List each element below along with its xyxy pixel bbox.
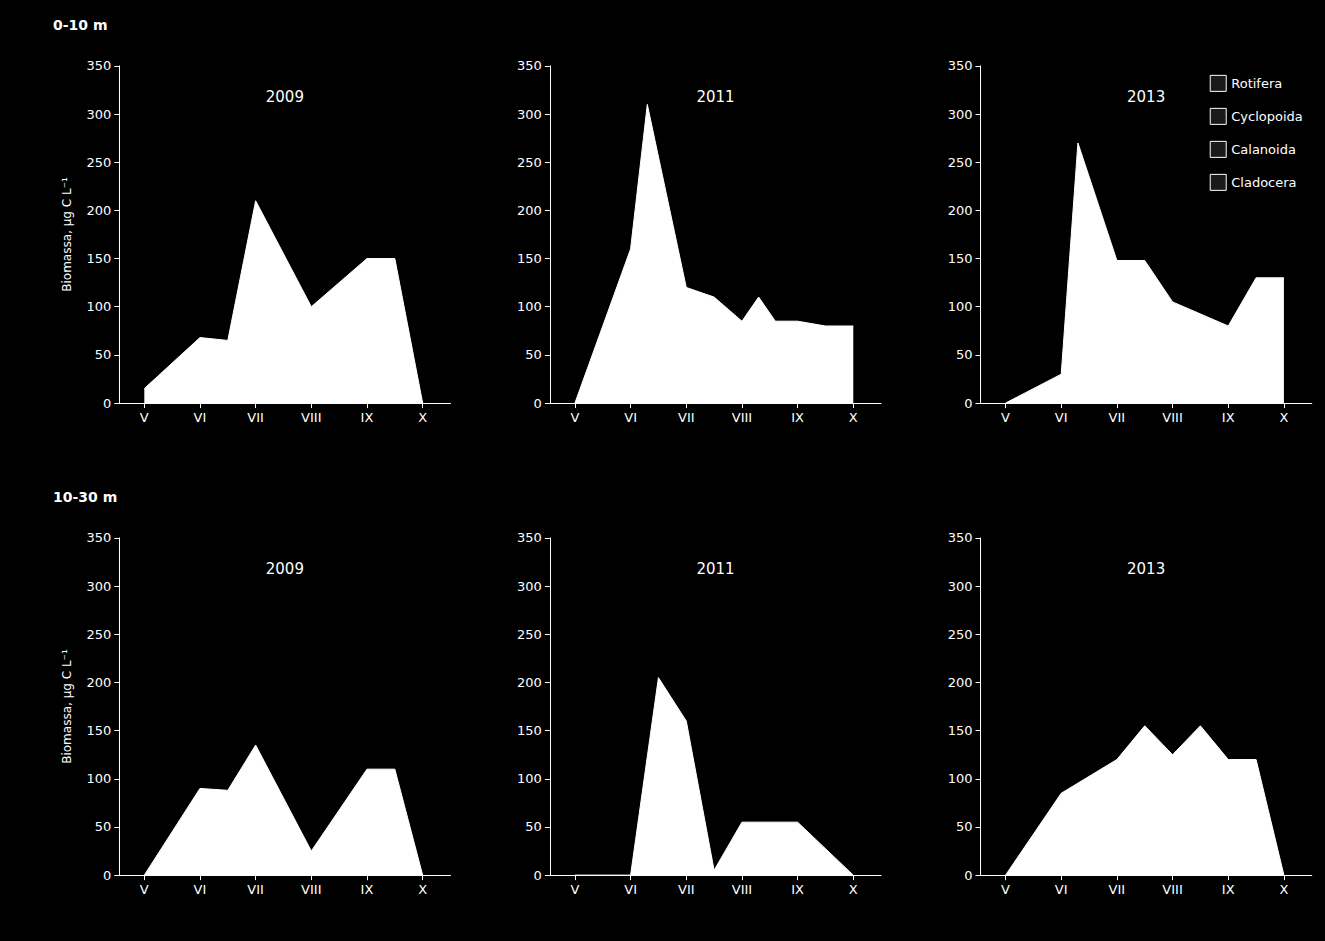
svg-text:150: 150 — [948, 251, 973, 266]
svg-text:0: 0 — [103, 396, 111, 411]
svg-text:250: 250 — [86, 155, 111, 170]
svg-text:2013: 2013 — [1127, 560, 1165, 578]
svg-text:250: 250 — [517, 155, 542, 170]
svg-text:V: V — [140, 410, 149, 425]
svg-text:0: 0 — [964, 868, 972, 883]
svg-text:0: 0 — [534, 396, 542, 411]
svg-text:200: 200 — [948, 675, 973, 690]
svg-text:150: 150 — [86, 723, 111, 738]
svg-text:100: 100 — [517, 771, 542, 786]
svg-text:V: V — [1001, 410, 1010, 425]
svg-text:300: 300 — [517, 579, 542, 594]
svg-text:250: 250 — [86, 627, 111, 642]
svg-text:V: V — [140, 882, 149, 897]
svg-text:VI: VI — [194, 410, 207, 425]
svg-text:IX: IX — [361, 410, 374, 425]
svg-text:Biomassa, µg C L⁻¹: Biomassa, µg C L⁻¹ — [60, 177, 74, 292]
svg-text:VII: VII — [1109, 410, 1126, 425]
svg-text:150: 150 — [86, 251, 111, 266]
svg-text:VIII: VIII — [1162, 882, 1182, 897]
svg-text:V: V — [570, 882, 579, 897]
svg-text:VI: VI — [624, 410, 637, 425]
svg-text:IX: IX — [361, 882, 374, 897]
svg-text:2009: 2009 — [266, 560, 304, 578]
svg-text:100: 100 — [86, 771, 111, 786]
svg-text:350: 350 — [517, 58, 542, 73]
svg-text:300: 300 — [948, 579, 973, 594]
svg-text:50: 50 — [956, 347, 973, 362]
svg-text:250: 250 — [948, 155, 973, 170]
svg-text:2011: 2011 — [696, 88, 734, 106]
svg-text:VII: VII — [247, 410, 264, 425]
svg-text:VII: VII — [678, 410, 695, 425]
svg-text:VII: VII — [1109, 882, 1126, 897]
svg-text:IX: IX — [791, 882, 804, 897]
svg-text:100: 100 — [948, 299, 973, 314]
svg-text:2009: 2009 — [266, 88, 304, 106]
svg-text:350: 350 — [948, 530, 973, 545]
svg-text:300: 300 — [86, 107, 111, 122]
svg-text:350: 350 — [86, 58, 111, 73]
svg-text:Cyclopoida: Cyclopoida — [1231, 109, 1303, 124]
svg-text:10-30 m: 10-30 m — [53, 489, 117, 505]
svg-text:X: X — [418, 882, 427, 897]
svg-text:50: 50 — [95, 347, 112, 362]
svg-text:0: 0 — [103, 868, 111, 883]
svg-text:VIII: VIII — [301, 882, 321, 897]
svg-text:VIII: VIII — [732, 410, 752, 425]
svg-text:2013: 2013 — [1127, 88, 1165, 106]
svg-text:0-10 m: 0-10 m — [53, 17, 108, 33]
svg-text:X: X — [1279, 882, 1288, 897]
svg-text:VIII: VIII — [732, 882, 752, 897]
svg-text:Calanoida: Calanoida — [1231, 142, 1296, 157]
svg-text:X: X — [849, 410, 858, 425]
svg-text:250: 250 — [948, 627, 973, 642]
svg-text:VII: VII — [247, 882, 264, 897]
svg-text:X: X — [849, 882, 858, 897]
svg-text:50: 50 — [956, 819, 973, 834]
svg-text:Biomassa, µg C L⁻¹: Biomassa, µg C L⁻¹ — [60, 649, 74, 764]
svg-text:VII: VII — [678, 882, 695, 897]
svg-text:VI: VI — [1055, 410, 1068, 425]
svg-text:VI: VI — [194, 882, 207, 897]
svg-text:V: V — [570, 410, 579, 425]
svg-text:250: 250 — [517, 627, 542, 642]
svg-text:Cladocera: Cladocera — [1231, 175, 1296, 190]
svg-text:200: 200 — [86, 675, 111, 690]
svg-text:50: 50 — [95, 819, 112, 834]
svg-text:100: 100 — [86, 299, 111, 314]
svg-text:300: 300 — [517, 107, 542, 122]
svg-text:VI: VI — [624, 882, 637, 897]
svg-text:50: 50 — [525, 347, 542, 362]
svg-text:IX: IX — [1222, 410, 1235, 425]
svg-text:X: X — [1279, 410, 1288, 425]
svg-text:0: 0 — [534, 868, 542, 883]
svg-text:0: 0 — [964, 396, 972, 411]
svg-text:VIII: VIII — [301, 410, 321, 425]
svg-text:200: 200 — [86, 203, 111, 218]
svg-text:50: 50 — [525, 819, 542, 834]
svg-text:VI: VI — [1055, 882, 1068, 897]
svg-text:IX: IX — [1222, 882, 1235, 897]
svg-text:Rotifera: Rotifera — [1231, 76, 1282, 91]
svg-text:150: 150 — [948, 723, 973, 738]
svg-text:350: 350 — [948, 58, 973, 73]
svg-text:IX: IX — [791, 410, 804, 425]
svg-text:2011: 2011 — [696, 560, 734, 578]
svg-text:200: 200 — [517, 203, 542, 218]
svg-text:350: 350 — [517, 530, 542, 545]
svg-text:100: 100 — [517, 299, 542, 314]
svg-text:VIII: VIII — [1162, 410, 1182, 425]
svg-text:100: 100 — [948, 771, 973, 786]
svg-text:150: 150 — [517, 723, 542, 738]
svg-text:350: 350 — [86, 530, 111, 545]
svg-text:200: 200 — [517, 675, 542, 690]
svg-text:300: 300 — [948, 107, 973, 122]
svg-text:150: 150 — [517, 251, 542, 266]
svg-text:300: 300 — [86, 579, 111, 594]
svg-text:X: X — [418, 410, 427, 425]
svg-text:200: 200 — [948, 203, 973, 218]
svg-text:V: V — [1001, 882, 1010, 897]
